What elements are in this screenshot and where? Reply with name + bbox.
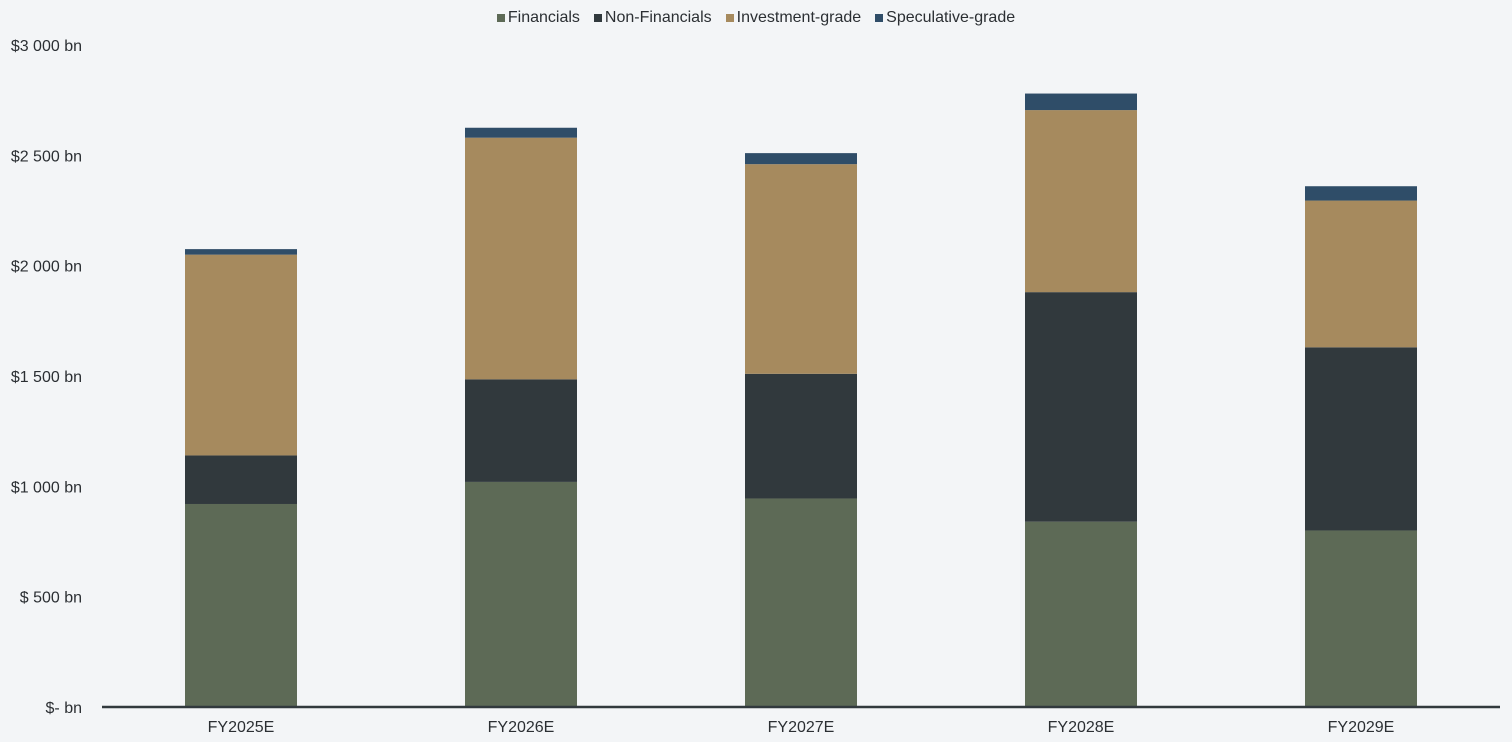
y-tick-label: $2 500 bn	[11, 148, 82, 165]
legend-label: Financials	[507, 9, 580, 26]
bar-segment-non-financials-fy2027e	[745, 373, 857, 499]
legend-item: Investment-grade	[725, 8, 862, 28]
bar-segment-non-financials-fy2026e	[465, 379, 577, 482]
x-tick-label: FY2028E	[1048, 719, 1115, 736]
bar-segment-non-financials-fy2029e	[1305, 347, 1417, 531]
bar-segment-financials-fy2029e	[1305, 530, 1417, 707]
bar-segment-speculative-grade-fy2025e	[185, 249, 297, 255]
legend-label: Non-Financials	[604, 9, 712, 26]
y-tick-label: $- bn	[46, 700, 82, 717]
legend-swatch	[496, 14, 505, 22]
x-tick-label: FY2026E	[488, 719, 555, 736]
legend-item: Non-Financials	[593, 8, 712, 28]
bar-segment-speculative-grade-fy2027e	[745, 153, 857, 165]
x-tick-label: FY2025E	[208, 719, 275, 736]
legend-swatch	[875, 14, 884, 22]
legend-item: Speculative-grade	[875, 8, 1015, 28]
bar-segment-speculative-grade-fy2026e	[465, 127, 577, 138]
bar-segment-non-financials-fy2025e	[185, 455, 297, 504]
bar-segment-investment-grade-fy2026e	[465, 137, 577, 380]
bar-segment-financials-fy2028e	[1025, 521, 1137, 707]
legend-swatch	[593, 14, 602, 22]
bar-segment-financials-fy2026e	[465, 481, 577, 707]
y-tick-label: $3 000 bn	[11, 38, 82, 55]
bar-segment-speculative-grade-fy2028e	[1025, 93, 1137, 111]
x-tick-label: FY2027E	[768, 719, 835, 736]
bar-segment-investment-grade-fy2027e	[745, 164, 857, 374]
bar-segment-non-financials-fy2028e	[1025, 292, 1137, 522]
chart-legend: Financials Non-Financials Investment-grade…	[0, 8, 1512, 28]
bar-segment-financials-fy2027e	[745, 498, 857, 707]
legend-item: Financials	[496, 8, 580, 28]
y-tick-label: $ 500 bn	[20, 590, 82, 607]
bar-segment-financials-fy2025e	[185, 503, 297, 707]
y-tick-label: $1 500 bn	[11, 369, 82, 386]
bar-segment-investment-grade-fy2028e	[1025, 110, 1137, 293]
bar-segment-speculative-grade-fy2029e	[1305, 186, 1417, 201]
bar-segment-investment-grade-fy2029e	[1305, 200, 1417, 348]
y-tick-label: $2 000 bn	[11, 259, 82, 276]
x-tick-label: FY2029E	[1328, 719, 1395, 736]
y-tick-label: $1 000 bn	[11, 479, 82, 496]
bar-segment-investment-grade-fy2025e	[185, 254, 297, 456]
legend-label: Investment-grade	[736, 9, 862, 26]
legend-label: Speculative-grade	[886, 9, 1016, 26]
legend-swatch	[725, 14, 734, 22]
